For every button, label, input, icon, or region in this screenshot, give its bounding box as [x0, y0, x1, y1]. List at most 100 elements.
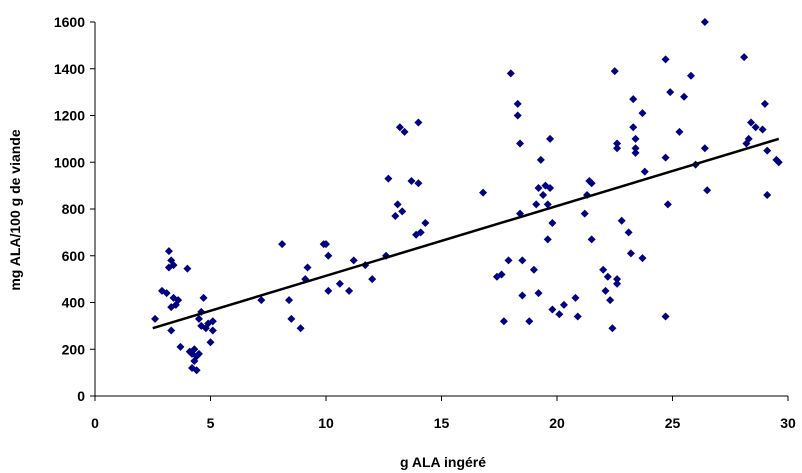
y-tick-label: 200 [62, 341, 86, 357]
data-point [324, 251, 333, 260]
data-point [686, 71, 695, 80]
y-tick-label: 600 [62, 248, 86, 264]
data-point [666, 88, 675, 97]
data-point [606, 296, 615, 305]
data-point [760, 99, 769, 108]
x-tick-label: 0 [91, 415, 99, 431]
data-point [744, 134, 753, 143]
data-point [534, 289, 543, 298]
data-point [613, 139, 622, 148]
data-point [680, 92, 689, 101]
x-tick-label: 30 [780, 415, 796, 431]
y-tick-label: 400 [62, 295, 86, 311]
x-tick-label: 15 [434, 415, 450, 431]
data-point [763, 146, 772, 155]
data-point [703, 186, 712, 195]
data-point [536, 155, 545, 164]
data-point [407, 176, 416, 185]
data-point [638, 109, 647, 118]
data-point [700, 18, 709, 26]
data-point [285, 296, 294, 305]
data-point [513, 99, 522, 108]
data-point [518, 291, 527, 300]
x-tick-label: 5 [207, 415, 215, 431]
data-point [700, 144, 709, 153]
y-tick-label: 1000 [54, 154, 85, 170]
data-point [190, 345, 199, 354]
data-point [675, 127, 684, 136]
data-point [571, 293, 580, 302]
data-point [548, 219, 557, 228]
data-point [758, 125, 767, 134]
data-point [626, 249, 635, 258]
data-point [631, 134, 640, 143]
y-tick-label: 1200 [54, 108, 85, 124]
data-point [506, 69, 515, 78]
data-point [391, 212, 400, 221]
trendline [152, 137, 780, 330]
data-point [532, 200, 541, 209]
data-point [740, 53, 749, 62]
data-point [278, 240, 287, 249]
data-point [601, 286, 610, 295]
y-axis-title: mg ALA/100 g de viande [7, 129, 23, 291]
data-point [479, 188, 488, 197]
data-point [613, 144, 622, 153]
x-tick-label: 10 [318, 415, 334, 431]
data-point [629, 123, 638, 132]
x-axis-ticks: 0 5 10 15 20 25 30 [91, 396, 796, 431]
data-point [324, 286, 333, 295]
data-point [608, 324, 617, 333]
data-point [580, 209, 589, 218]
data-point [208, 326, 217, 335]
data-point [516, 139, 525, 148]
data-point [603, 272, 612, 281]
data-point [162, 289, 171, 298]
data-point [384, 174, 393, 183]
data-point [400, 127, 409, 136]
data-point [345, 286, 354, 295]
y-tick-label: 800 [62, 201, 86, 217]
data-point [414, 118, 423, 127]
data-point [368, 275, 377, 284]
y-tick-label: 0 [77, 388, 85, 404]
data-point [555, 310, 564, 319]
data-point [257, 296, 266, 305]
data-point [398, 207, 407, 216]
x-tick-label: 25 [665, 415, 681, 431]
data-point [573, 312, 582, 321]
data-point [763, 190, 772, 199]
data-point [587, 179, 596, 188]
x-axis-title: g ALA ingéré [400, 454, 486, 470]
data-point [208, 317, 217, 326]
data-point [587, 235, 596, 244]
data-point [661, 153, 670, 162]
x-tick-label: 20 [549, 415, 565, 431]
data-point [174, 296, 183, 305]
y-tick-label: 1400 [54, 61, 85, 77]
y-tick-label: 1600 [54, 14, 85, 30]
data-point [287, 314, 296, 323]
data-point [617, 216, 626, 225]
data-point [167, 326, 176, 335]
data-point [194, 314, 203, 323]
data-point [631, 144, 640, 153]
data-point [546, 134, 555, 143]
data-point [751, 123, 760, 132]
data-point [543, 200, 552, 209]
data-point [663, 200, 672, 209]
data-point [518, 256, 527, 265]
data-point [539, 190, 548, 199]
data-point [613, 279, 622, 288]
data-point [661, 55, 670, 64]
data-point [543, 235, 552, 244]
data-point [613, 275, 622, 284]
data-point [183, 264, 192, 273]
data-point [303, 263, 312, 272]
data-point [499, 317, 508, 326]
data-point [624, 228, 633, 237]
data-point [513, 111, 522, 120]
data-point [534, 183, 543, 192]
data-point [421, 219, 430, 228]
data-point [774, 158, 783, 167]
